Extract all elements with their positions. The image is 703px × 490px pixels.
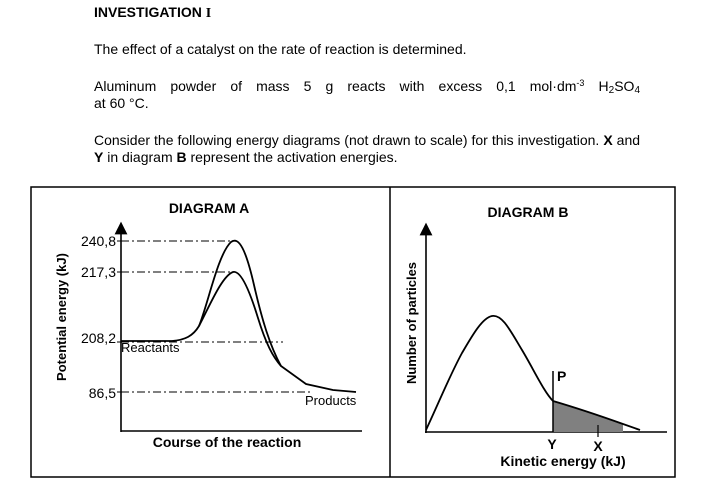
diagram-a-xlabel: Course of the reaction [153, 434, 302, 450]
diagram-a-ylabel: Potential energy (kJ) [54, 253, 69, 381]
activation-energy-shaded-area [553, 401, 623, 432]
diagram-a: DIAGRAM A 240,8 217,3 208,2 86,5 [54, 200, 362, 450]
y-label: Y [547, 436, 557, 452]
p-label: P [557, 368, 566, 384]
reactants-label: Reactants [121, 340, 180, 355]
maxwell-boltzmann-curve [425, 315, 641, 431]
tick-217-3: 217,3 [81, 264, 116, 280]
diagram-b-ylabel: Number of particles [404, 262, 419, 384]
uncatalysed-curve [121, 239, 357, 393]
diagram-b: DIAGRAM B P Y X Kinetic energy (kJ) Numb… [404, 204, 667, 469]
diagram-b-xlabel: Kinetic energy (kJ) [500, 453, 625, 469]
diagram-a-title: DIAGRAM A [169, 200, 249, 216]
tick-86-5: 86,5 [89, 385, 116, 401]
paragraph-catalyst-effect: The effect of a catalyst on the rate of … [94, 41, 467, 57]
products-label: Products [305, 393, 357, 408]
diagram-frame [30, 186, 676, 478]
paragraph-energy-diagrams: Consider the following energy diagrams (… [94, 132, 641, 165]
diagram-b-title: DIAGRAM B [488, 204, 569, 220]
paragraph-aluminum: Aluminum powder of mass 5 g reacts with … [94, 78, 641, 111]
catalysed-curve [198, 271, 282, 367]
tick-208-2: 208,2 [81, 330, 116, 346]
x-label: X [593, 438, 603, 454]
tick-240-8: 240,8 [81, 233, 116, 249]
investigation-heading: INVESTIGATION I [94, 4, 212, 21]
